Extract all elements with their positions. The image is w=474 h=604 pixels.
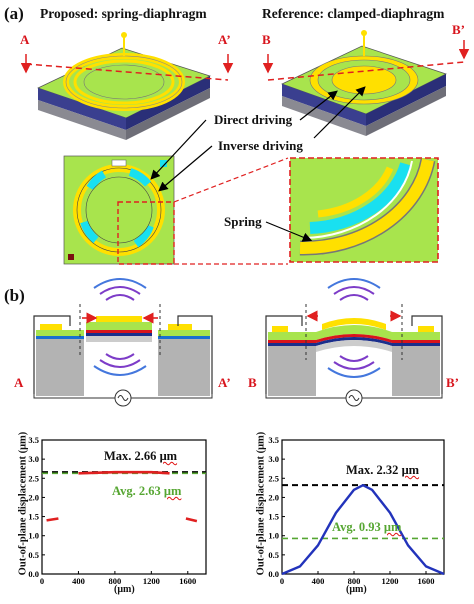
y-tick-label: 3.0 xyxy=(28,454,39,464)
chart-spring-diaphragm: 0.0 0.5 1.0 1.5 2.0 2.5 3.0 3.5 0 400 800 1200 1600 xyxy=(28,435,207,586)
chart2-avg-annotation: Avg. 0.93 μm xyxy=(332,520,402,534)
section-a-end: A’ xyxy=(218,375,231,390)
y-tick-label: 2.0 xyxy=(28,492,39,502)
chart-clamped-diaphragm: 0.0 0.5 1.0 1.5 2.0 2.5 3.0 3.5 0 400 800 1200 1600 xyxy=(268,435,445,586)
zoom-view xyxy=(289,157,439,263)
y-tick-label: 3.5 xyxy=(28,435,39,445)
x-tick-label: 800 xyxy=(109,576,122,586)
y-tick-label: 1.0 xyxy=(28,531,39,541)
sound-waves-a xyxy=(93,278,147,376)
plot-frame xyxy=(41,439,207,575)
chart2-max-annotation: Max. 2.32 μm xyxy=(346,463,420,477)
section-b-start: B xyxy=(248,375,257,390)
direct-driving-label: Direct driving xyxy=(214,112,293,127)
chart1-ylabel: Out-of-plane displacement (μm) xyxy=(17,431,29,576)
top-view-device xyxy=(63,155,175,265)
y-tick-label: 3.0 xyxy=(268,454,279,464)
x-tick-label: 400 xyxy=(72,576,85,586)
cut-a-start: A xyxy=(20,32,30,47)
chart2-xlabel: (μm) xyxy=(346,584,367,595)
series-line xyxy=(185,517,198,523)
y-tick-label: 2.5 xyxy=(268,473,279,483)
x-tick-label: 400 xyxy=(312,576,325,586)
cut-b-start: B xyxy=(262,32,271,47)
cut-line-a xyxy=(25,63,229,81)
chart1-max-annotation: Max. 2.66 μm xyxy=(104,449,178,463)
x-tick-label: 0 xyxy=(40,576,44,586)
plot-frame xyxy=(281,439,445,575)
y-tick-label: 0.5 xyxy=(28,550,39,560)
x-tick-label: 1600 xyxy=(179,576,196,586)
cut-b-end: B’ xyxy=(452,22,465,37)
proposed-device-3d xyxy=(37,32,211,140)
series-line xyxy=(46,517,59,522)
x-tick-label: 1200 xyxy=(143,576,160,586)
x-tick-label: 1200 xyxy=(382,576,399,586)
chart2-ylabel: Out-of-plane displacement (μm) xyxy=(255,431,267,576)
section-b-end: B’ xyxy=(446,375,459,390)
series-line xyxy=(281,483,445,576)
cross-section-b xyxy=(265,315,443,407)
spring-label: Spring xyxy=(224,214,262,229)
y-tick-label: 2.0 xyxy=(268,492,279,502)
y-tick-label: 1.5 xyxy=(28,512,39,522)
y-tick-label: 1.5 xyxy=(268,512,279,522)
proposed-title: Proposed: spring-diaphragm xyxy=(40,6,207,21)
panel-a-label: (a) xyxy=(4,4,24,23)
y-tick-label: 3.5 xyxy=(268,435,279,445)
reference-device-3d xyxy=(281,30,447,136)
reference-title: Reference: clamped-diaphragm xyxy=(262,6,445,21)
cut-line-b xyxy=(267,61,465,81)
y-tick-label: 1.0 xyxy=(268,531,279,541)
cross-section-a xyxy=(33,315,213,407)
y-tick-label: 0.0 xyxy=(268,569,279,579)
x-tick-label: 0 xyxy=(280,576,284,586)
y-tick-label: 0.5 xyxy=(268,550,279,560)
inverse-driving-label: Inverse driving xyxy=(218,138,303,153)
chart1-avg-annotation: Avg. 2.63 μm xyxy=(112,484,182,498)
chart1-xlabel: (μm) xyxy=(114,584,135,595)
series-line xyxy=(78,470,170,475)
x-tick-label: 800 xyxy=(348,576,361,586)
zoom-box-small xyxy=(117,201,175,265)
section-a-start: A xyxy=(14,375,24,390)
x-tick-label: 1600 xyxy=(418,576,435,586)
y-tick-label: 2.5 xyxy=(28,473,39,483)
panel-b-label: (b) xyxy=(4,286,25,305)
cut-a-end: A’ xyxy=(218,32,231,47)
y-tick-label: 0.0 xyxy=(28,569,39,579)
sound-waves-b xyxy=(327,278,381,378)
